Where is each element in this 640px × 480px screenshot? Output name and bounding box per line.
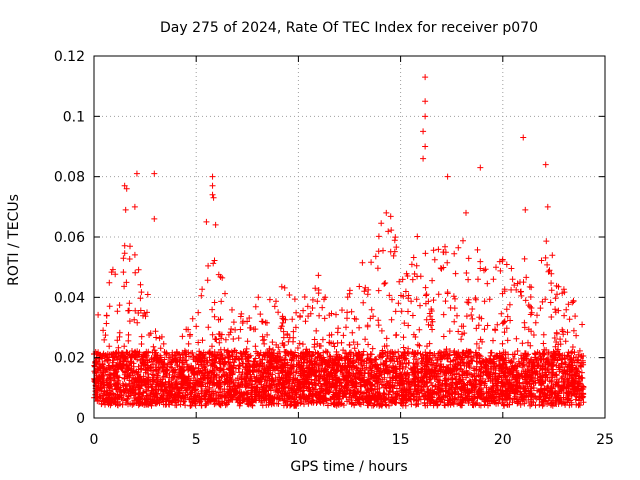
data-point bbox=[122, 206, 129, 213]
x-tick-label: 15 bbox=[392, 432, 410, 448]
data-point bbox=[151, 170, 158, 177]
data-point bbox=[209, 191, 216, 198]
x-tick-label: 25 bbox=[596, 432, 614, 448]
data-point bbox=[477, 164, 484, 171]
data-point bbox=[210, 194, 217, 201]
y-ticks: 0 0.02 0.04 0.06 0.08 0.1 0.12 bbox=[54, 49, 605, 427]
scatter-points bbox=[91, 213, 587, 409]
grid bbox=[94, 56, 605, 418]
y-tick-label: 0.02 bbox=[54, 351, 85, 367]
data-point bbox=[151, 215, 158, 222]
data-point bbox=[383, 209, 390, 216]
data-point bbox=[542, 161, 549, 168]
data-point bbox=[422, 98, 429, 105]
y-tick-label: 0.1 bbox=[63, 109, 85, 125]
y-tick-label: 0.04 bbox=[54, 290, 85, 306]
x-tick-label: 5 bbox=[192, 432, 201, 448]
data-point bbox=[121, 182, 128, 189]
data-point bbox=[444, 173, 451, 180]
data-point bbox=[420, 128, 427, 135]
y-tick-label: 0.08 bbox=[54, 170, 85, 186]
x-ticks: 0 5 10 15 20 25 bbox=[90, 56, 614, 448]
x-tick-label: 20 bbox=[494, 432, 512, 448]
chart-title: Day 275 of 2024, Rate Of TEC Index for r… bbox=[160, 20, 538, 36]
data-point bbox=[212, 221, 219, 228]
y-tick-label: 0 bbox=[76, 411, 85, 427]
data-point bbox=[420, 155, 427, 162]
data-point bbox=[422, 74, 429, 81]
y-tick-label: 0.12 bbox=[54, 49, 85, 65]
y-tick-label: 0.06 bbox=[54, 230, 85, 246]
data-point bbox=[463, 209, 470, 216]
data-point bbox=[520, 134, 527, 141]
data-point bbox=[133, 170, 140, 177]
data-point bbox=[131, 203, 138, 210]
data-point bbox=[522, 206, 529, 213]
data-point bbox=[203, 218, 210, 225]
data-point bbox=[422, 143, 429, 150]
x-tick-label: 0 bbox=[90, 432, 99, 448]
x-axis-label: GPS time / hours bbox=[290, 459, 407, 475]
data-point bbox=[123, 185, 130, 192]
points bbox=[91, 74, 587, 409]
y-axis-label: ROTI / TECUs bbox=[6, 194, 22, 286]
data-point bbox=[544, 203, 551, 210]
data-point bbox=[422, 113, 429, 120]
data-point bbox=[209, 182, 216, 189]
data-point bbox=[209, 173, 216, 180]
x-tick-label: 10 bbox=[289, 432, 307, 448]
